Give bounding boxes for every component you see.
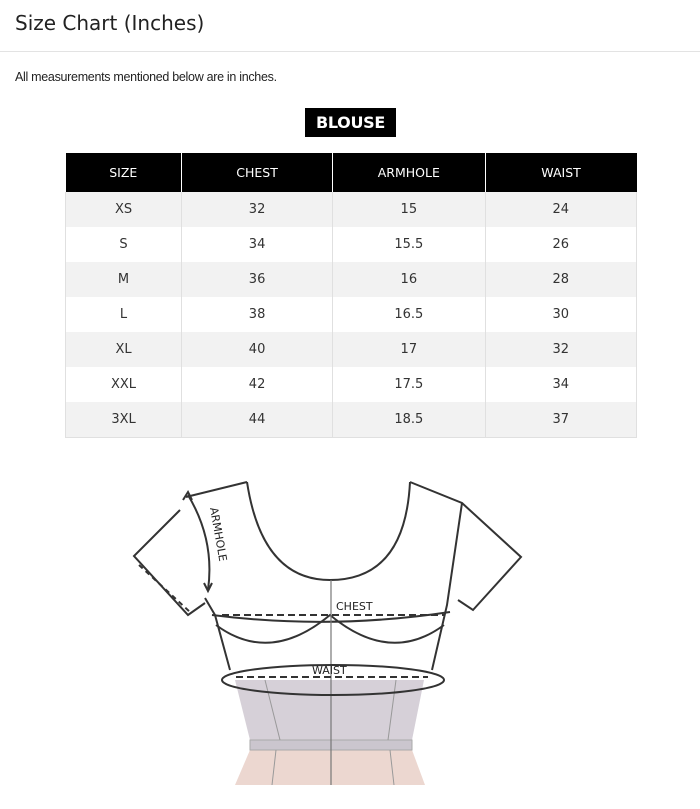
column-header: SIZE <box>65 153 183 192</box>
table-cell: 42 <box>181 367 334 402</box>
divider <box>0 51 700 52</box>
table-cell: L <box>64 297 183 332</box>
table-cell: 17 <box>332 332 486 367</box>
table-cell: M <box>64 262 183 297</box>
table-cell: 40 <box>181 332 334 367</box>
table-cell: 28 <box>484 262 638 297</box>
table-cell: 15 <box>332 192 486 227</box>
column-header: ARMHOLE <box>332 153 486 192</box>
measurement-note: All measurements mentioned below are in … <box>15 70 277 84</box>
table-row: 3XL 44 18.5 37 <box>64 402 638 438</box>
table-row: XXL 42 17.5 34 <box>64 367 638 402</box>
table-cell: 15.5 <box>332 227 486 262</box>
table-cell: 30 <box>484 297 638 332</box>
armhole-label: ARMHOLE <box>207 506 229 562</box>
table-cell: XXL <box>64 367 183 402</box>
table-cell: 44 <box>181 402 334 438</box>
table-cell: 32 <box>484 332 638 367</box>
table-cell: 26 <box>484 227 638 262</box>
table-header-row: SIZE CHEST ARMHOLE WAIST <box>65 153 637 192</box>
table-cell: 34 <box>484 367 638 402</box>
table-row: S 34 15.5 26 <box>64 227 638 262</box>
column-header: CHEST <box>181 153 334 192</box>
table-cell: 37 <box>484 402 638 438</box>
table-cell: S <box>64 227 183 262</box>
table-cell: 18.5 <box>332 402 486 438</box>
waist-label: WAIST <box>312 664 347 677</box>
size-table: SIZE CHEST ARMHOLE WAIST XS 32 15 24 S 34 15.5 26 M… <box>64 153 638 438</box>
blouse-measurement-diagram: ARMHOLE CHEST WAIST <box>132 481 523 786</box>
page-title: Size Chart (Inches) <box>15 11 205 35</box>
table-row: XL 40 17 32 <box>64 332 638 367</box>
chest-label: CHEST <box>336 600 373 613</box>
category-badge: BLOUSE <box>305 108 396 137</box>
table-cell: 32 <box>181 192 334 227</box>
table-cell: 16.5 <box>332 297 486 332</box>
blouse-outline <box>132 481 523 671</box>
column-header: WAIST <box>485 153 637 192</box>
waist-ellipse <box>221 664 445 696</box>
table-row: L 38 16.5 30 <box>64 297 638 332</box>
table-cell: 38 <box>181 297 334 332</box>
waist-band <box>235 679 424 786</box>
table-cell: 16 <box>332 262 486 297</box>
table-cell: 17.5 <box>332 367 486 402</box>
armhole-arrow <box>187 494 211 591</box>
table-cell: 3XL <box>64 402 183 438</box>
table-cell: XL <box>64 332 183 367</box>
skirt-shape <box>235 750 425 785</box>
table-cell: XS <box>64 192 183 227</box>
table-row: XS 32 15 24 <box>64 192 638 227</box>
table-cell: 34 <box>181 227 334 262</box>
table-cell: 24 <box>484 192 638 227</box>
table-row: M 36 16 28 <box>64 262 638 297</box>
table-cell: 36 <box>181 262 334 297</box>
